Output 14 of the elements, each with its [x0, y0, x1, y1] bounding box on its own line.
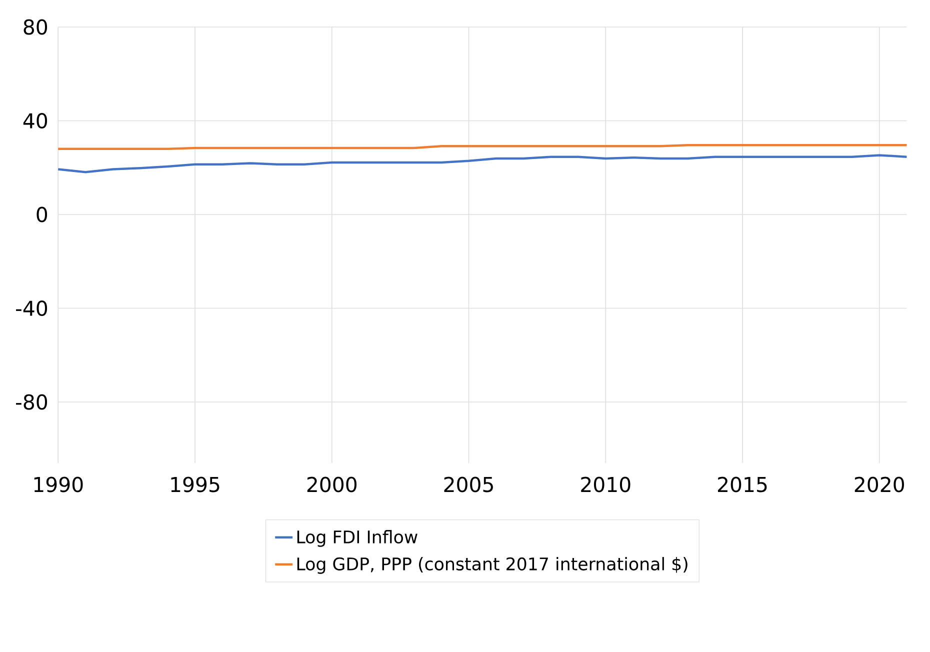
y-tick-label: 80	[24, 19, 48, 35]
x-tick-label: 2020	[854, 476, 904, 492]
y-tick-label: 40	[23, 113, 48, 129]
x-tick-label: 1995	[171, 476, 220, 492]
legend-label: Log FDI Inflow	[297, 530, 418, 547]
x-tick-label: 2005	[444, 476, 493, 492]
y-tick-label: -80	[16, 394, 48, 410]
y-tick-label: -40	[16, 300, 48, 316]
x-tick-label: 2000	[307, 476, 357, 492]
y-tick-label: 0	[36, 206, 48, 222]
x-tick-label: 2015	[718, 476, 767, 492]
x-tick-label: 1990	[34, 476, 83, 492]
x-tick-label: 2010	[581, 476, 630, 492]
legend-label: Log GDP, PPP (constant 2017 international $)	[297, 557, 688, 574]
